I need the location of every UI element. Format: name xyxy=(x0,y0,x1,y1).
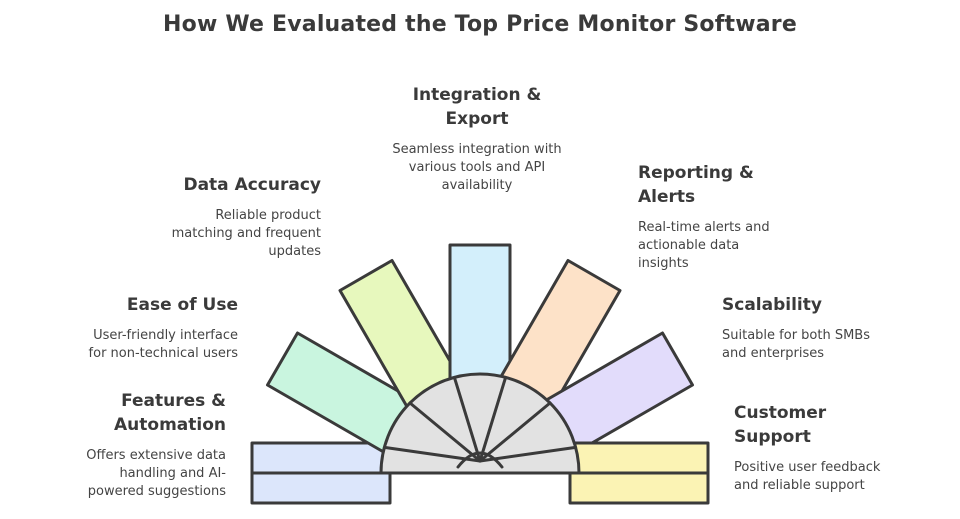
label-features-title: Features & Automation xyxy=(114,391,226,435)
label-support-title: Customer Support xyxy=(734,403,827,447)
label-ease-title: Ease of Use xyxy=(126,295,238,315)
label-scalability-title: Scalability xyxy=(722,295,822,315)
label-integration-desc: Seamless integration with various tools a… xyxy=(392,142,562,193)
label-scalability: Scalability Suitable for both SMBs and en… xyxy=(722,293,932,363)
label-ease-desc: User-friendly interface for non-technical… xyxy=(88,328,238,361)
label-integration: Integration & Export Seamless integration… xyxy=(362,83,592,195)
label-reporting-desc: Real-time alerts and actionable data insig… xyxy=(638,220,770,271)
bar-integration xyxy=(448,243,512,385)
label-features: Features & Automation Offers extensive da… xyxy=(40,389,226,501)
label-support-desc: Positive user feedback and reliable suppo… xyxy=(734,460,881,493)
hub-spoke xyxy=(478,375,508,463)
label-accuracy-desc: Reliable product matching and frequent upd… xyxy=(171,208,321,259)
label-ease: Ease of Use User-friendly interface for n… xyxy=(40,293,238,363)
hub-spoke xyxy=(452,375,482,463)
hub-arc xyxy=(379,372,581,474)
hub-spoke xyxy=(478,401,552,463)
label-reporting: Reporting & Alerts Real-time alerts and ac… xyxy=(638,161,838,273)
label-support: Customer Support Positive user feedback an… xyxy=(734,401,944,495)
hub-spoke xyxy=(408,401,482,463)
label-accuracy: Data Accuracy Reliable product matching a… xyxy=(120,173,321,261)
hub-swirl xyxy=(456,451,504,469)
label-accuracy-title: Data Accuracy xyxy=(183,175,321,195)
label-integration-title: Integration & Export xyxy=(412,85,542,129)
label-scalability-desc: Suitable for both SMBs and enterprises xyxy=(722,328,871,361)
diagram-title: How We Evaluated the Top Price Monitor S… xyxy=(163,12,797,37)
label-reporting-title: Reporting & Alerts xyxy=(638,163,754,207)
label-features-desc: Offers extensive data handling and AI-pow… xyxy=(86,448,226,499)
hub-cover xyxy=(381,374,579,473)
